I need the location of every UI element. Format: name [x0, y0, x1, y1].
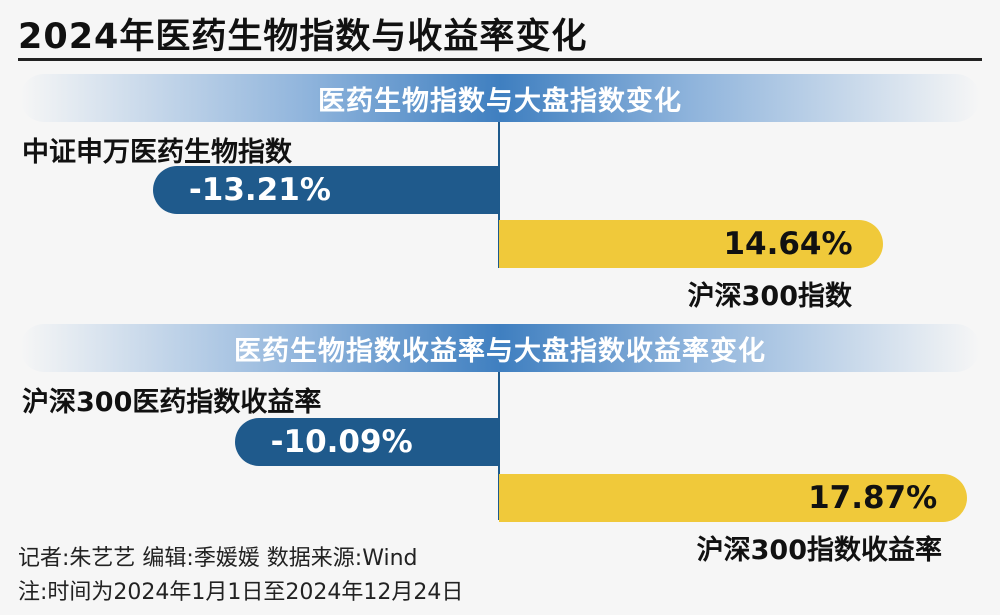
chart-title: 2024年医药生物指数与收益率变化	[18, 17, 588, 57]
section-1-label-b: 沪深300指数	[687, 281, 852, 312]
section-1-value-a: -13.21%	[188, 172, 331, 208]
section-2-bar-b: 17.87%	[499, 474, 968, 522]
section-1-bar-b: 14.64%	[499, 220, 883, 268]
footer-note: 注:时间为2024年1月1日至2024年12月24日	[18, 580, 464, 605]
section-1-label-a: 中证申万医药生物指数	[22, 137, 292, 168]
section-1-zero-axis	[498, 122, 500, 268]
section-2-label-b: 沪深300指数收益率	[696, 535, 942, 566]
section-2-title: 医药生物指数收益率与大盘指数收益率变化	[234, 335, 766, 367]
footer-credits: 记者:朱艺艺 编辑:季媛媛 数据来源:Wind	[18, 546, 418, 571]
section-1-bar-a: -13.21%	[152, 166, 499, 214]
section-2-header: 医药生物指数收益率与大盘指数收益率变化	[20, 324, 980, 372]
section-2-label-a: 沪深300医药指数收益率	[22, 387, 322, 418]
title-divider	[18, 58, 982, 61]
section-2-zero-axis	[498, 372, 500, 520]
section-2-value-a: -10.09%	[270, 424, 413, 460]
section-1-value-b: 14.64%	[723, 226, 853, 262]
section-1-header: 医药生物指数与大盘指数变化	[20, 74, 980, 122]
section-2-bar-a: -10.09%	[234, 418, 499, 466]
section-2-value-b: 17.87%	[808, 480, 938, 516]
section-1-title: 医药生物指数与大盘指数变化	[318, 85, 682, 117]
